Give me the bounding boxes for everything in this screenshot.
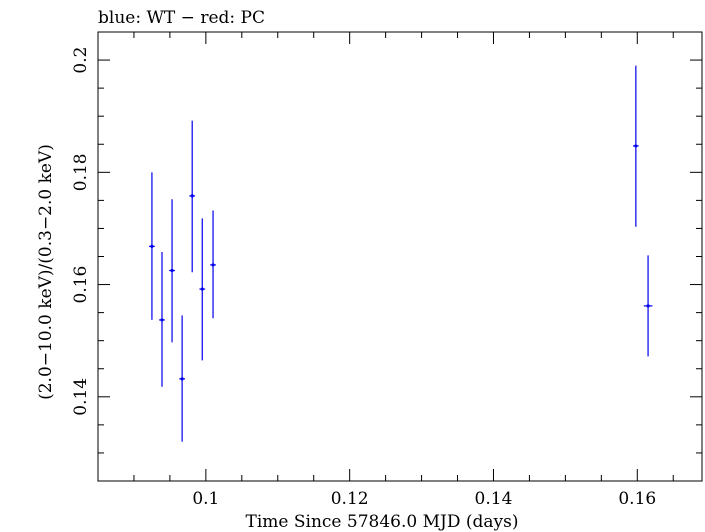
- point-marker: [646, 304, 650, 308]
- data-point: [179, 315, 186, 442]
- minor-ticks: [97, 31, 702, 482]
- y-tick-label: 0.18: [71, 153, 91, 191]
- data-point: [189, 120, 196, 273]
- data-points: [149, 65, 653, 442]
- point-marker: [190, 194, 194, 198]
- x-tick-label: 0.14: [475, 489, 513, 509]
- data-point: [159, 252, 165, 387]
- point-marker: [211, 263, 215, 267]
- y-axis-label: (2.0−10.0 keV)/(0.3−2.0 keV): [36, 144, 56, 400]
- data-point: [199, 218, 206, 361]
- point-marker: [160, 318, 164, 322]
- data-point: [632, 65, 639, 227]
- y-tick-label: 0.16: [71, 266, 91, 304]
- x-tick-labels: 0.1 0.12 0.14 0.16: [192, 489, 656, 509]
- point-marker: [170, 268, 174, 273]
- point-marker: [150, 244, 154, 248]
- y-tick-label: 0.2: [71, 47, 91, 74]
- data-point: [643, 255, 653, 357]
- y-tick-label: 0.14: [71, 378, 91, 416]
- plot-frame: [97, 31, 703, 482]
- x-axis-label: Time Since 57846.0 MJD (days): [246, 512, 519, 532]
- major-ticks: [98, 32, 702, 481]
- data-point: [210, 210, 216, 319]
- chart-title: blue: WT − red: PC: [98, 8, 265, 28]
- y-tick-labels: 0.14 0.16 0.18 0.2: [71, 47, 91, 416]
- x-tick-label: 0.1: [192, 489, 219, 509]
- point-marker: [634, 144, 638, 148]
- point-marker: [180, 377, 184, 381]
- x-tick-label: 0.12: [331, 489, 369, 509]
- point-marker: [200, 287, 204, 291]
- data-point: [169, 199, 175, 343]
- data-point: [149, 172, 155, 320]
- x-tick-label: 0.16: [618, 489, 656, 509]
